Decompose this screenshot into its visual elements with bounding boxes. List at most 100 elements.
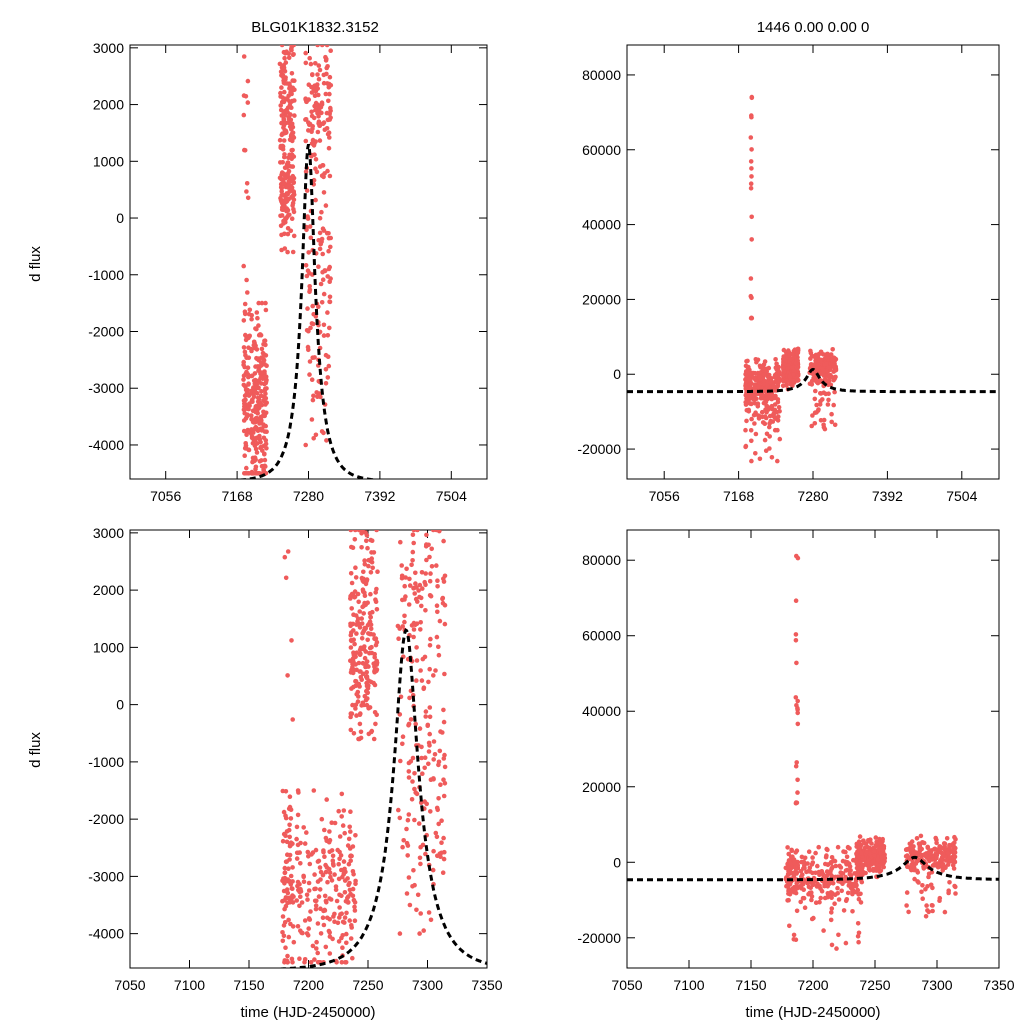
data-point: [417, 594, 422, 600]
data-point: [317, 67, 323, 73]
data-point: [287, 834, 293, 840]
data-point: [313, 197, 318, 203]
data-point: [305, 344, 311, 350]
y-tick-label: 20000: [582, 291, 621, 307]
data-point: [314, 390, 320, 395]
data-point: [283, 51, 288, 56]
data-point: [352, 918, 358, 923]
data-point: [282, 865, 288, 871]
data-point: [332, 820, 338, 826]
data-point: [400, 734, 406, 739]
data-point: [916, 841, 922, 846]
data-point: [348, 809, 353, 814]
data-point: [352, 537, 358, 542]
data-point: [307, 289, 312, 295]
top-right-title: 1446 0.00 0.00 0: [757, 19, 870, 36]
data-point: [324, 45, 330, 48]
data-point: [365, 690, 370, 696]
data-point: [867, 846, 872, 851]
data-point: [855, 866, 861, 872]
data-point: [925, 884, 930, 889]
data-point: [357, 721, 363, 727]
data-point: [323, 367, 329, 372]
data-point: [418, 620, 424, 625]
data-point: [815, 408, 821, 413]
data-point: [348, 645, 354, 650]
data-point: [302, 957, 308, 962]
data-point: [297, 956, 302, 961]
data-point: [278, 185, 284, 190]
data-point: [306, 120, 311, 125]
data-point: [339, 791, 345, 797]
data-point: [414, 645, 419, 650]
data-point: [290, 960, 295, 965]
y-tick-label: 3000: [93, 525, 124, 541]
data-point: [285, 960, 291, 965]
data-point: [304, 830, 309, 835]
data-point: [400, 844, 405, 850]
data-point: [316, 264, 321, 270]
y-tick-label: -4000: [88, 926, 124, 942]
data-point: [281, 171, 287, 177]
data-point: [800, 895, 806, 901]
data-point: [813, 900, 819, 905]
data-point: [951, 844, 956, 849]
data-point: [829, 419, 834, 425]
data-point: [241, 54, 247, 59]
data-point: [396, 807, 401, 813]
data-point: [828, 917, 834, 923]
data-point: [832, 892, 838, 897]
data-point: [906, 909, 911, 915]
data-point: [829, 906, 835, 911]
data-point: [787, 923, 792, 929]
data-point: [835, 844, 841, 850]
data-point: [420, 771, 425, 776]
data-point: [243, 337, 249, 343]
data-point: [313, 100, 319, 106]
data-point: [433, 668, 438, 673]
data-point: [245, 290, 250, 295]
data-point: [767, 446, 772, 451]
data-point: [350, 893, 356, 899]
data-point: [766, 375, 771, 380]
y-tick-label: 2000: [93, 97, 124, 113]
data-point: [316, 894, 322, 899]
data-point: [278, 175, 283, 181]
data-point: [411, 627, 417, 632]
data-point: [410, 755, 416, 761]
data-point: [313, 61, 318, 66]
data-point: [251, 385, 256, 390]
data-point: [775, 458, 780, 464]
data-point: [934, 847, 940, 852]
data-point: [749, 94, 755, 100]
y-tick-label: -3000: [88, 868, 124, 884]
data-point: [748, 428, 754, 433]
data-point: [851, 857, 856, 863]
bottom-right-panel: 7050 7100 7150 7200 7250 7300 7350 80000 60000 40…: [577, 529, 1015, 993]
data-point: [934, 855, 939, 861]
data-point: [336, 808, 342, 814]
data-point: [830, 347, 835, 352]
x-tick-label: 7250: [859, 977, 890, 993]
data-point: [926, 874, 931, 880]
data-point: [311, 177, 317, 183]
data-point: [371, 661, 377, 666]
data-point: [794, 660, 799, 666]
data-point: [926, 909, 931, 915]
data-point: [431, 848, 436, 854]
data-point: [307, 55, 313, 61]
data-point: [369, 650, 375, 656]
data-point: [306, 916, 312, 921]
data-point: [951, 856, 957, 861]
data-point: [773, 393, 778, 399]
data-point: [280, 914, 286, 919]
top-left-model-curve: [234, 143, 383, 479]
data-point: [280, 192, 286, 198]
data-point: [255, 411, 260, 416]
data-point: [812, 421, 818, 426]
bottom-right-frame: [626, 529, 1000, 969]
data-point: [348, 936, 354, 941]
y-tick-label: 40000: [582, 217, 621, 233]
data-point: [306, 250, 312, 255]
data-point: [826, 892, 831, 898]
